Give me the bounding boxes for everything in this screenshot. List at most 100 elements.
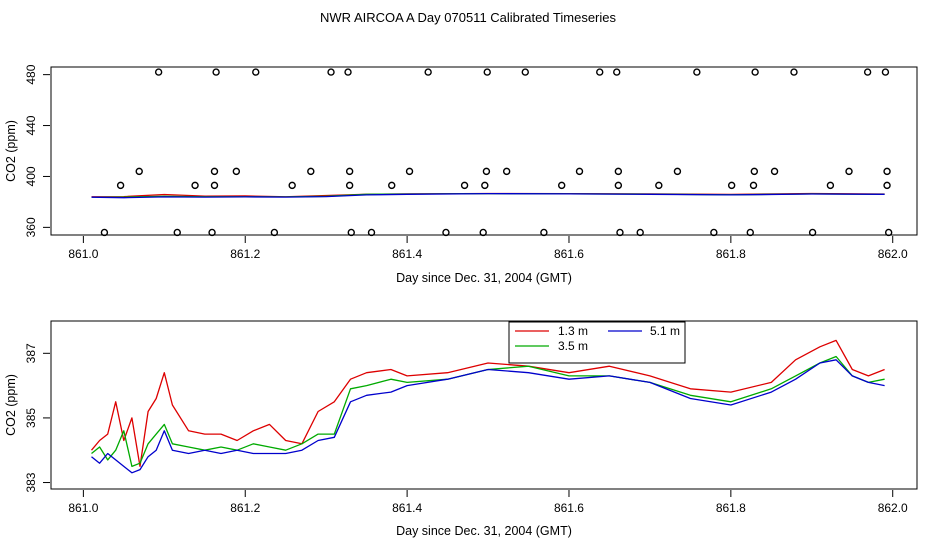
bottom-x-tick-label: 861.2	[230, 501, 260, 515]
flag-point	[345, 167, 354, 176]
flag-point	[881, 68, 890, 76]
flag-point	[481, 181, 489, 190]
flag-point	[557, 181, 566, 190]
top-x-tick-label: 862.0	[878, 247, 908, 261]
flag-point	[613, 68, 621, 76]
flag-point	[307, 167, 315, 176]
top-panel: 861.0 861.2 861.4 861.6 861.8 862.0 360 400 440…	[4, 64, 918, 285]
flag-point	[521, 68, 529, 76]
bottom-series-line-3-5-m	[91, 355, 885, 468]
bottom-y-tick-label: 387	[24, 343, 38, 363]
bottom-y-tick-label: 383	[24, 472, 38, 492]
top-x-tick-label: 861.2	[230, 247, 260, 261]
flag-point	[191, 181, 199, 190]
flag-point	[327, 68, 335, 76]
flag-point	[845, 167, 853, 176]
flag-point	[388, 181, 396, 190]
bottom-x-tick-label: 861.4	[392, 501, 422, 515]
flag-point	[424, 68, 432, 76]
legend-box	[508, 321, 686, 364]
flag-point	[288, 181, 296, 190]
flag-point	[770, 167, 779, 176]
top-plot-frame	[50, 66, 918, 236]
flag-point	[482, 167, 491, 176]
flag-point	[883, 181, 891, 190]
flag-point	[826, 181, 835, 190]
flag-point	[270, 228, 279, 237]
legend-label-5-1m: 5.1 m	[650, 324, 680, 338]
legend: 1.3 m 5.1 m 3.5 m	[508, 321, 686, 364]
flag-point	[405, 167, 414, 176]
bottom-x-tick-label: 861.8	[716, 501, 746, 515]
flag-point	[347, 228, 355, 237]
figure-title: NWR AIRCOA A Day 070511 Calibrated Times…	[320, 10, 616, 25]
flag-point	[636, 228, 644, 237]
flag-point	[727, 181, 736, 190]
top-x-axis: 861.0 861.2 861.4 861.6 861.8 862.0	[68, 236, 908, 261]
top-y-axis-label: CO2 (ppm)	[4, 120, 18, 182]
bottom-x-tick-label: 861.0	[68, 501, 98, 515]
flag-point	[575, 167, 584, 176]
flag-point	[502, 167, 511, 176]
flag-point	[442, 228, 450, 237]
flag-point	[596, 68, 604, 76]
top-x-tick-label: 861.6	[554, 247, 584, 261]
top-y-tick-label: 360	[24, 217, 38, 237]
flag-point	[616, 228, 624, 237]
bottom-series	[91, 339, 885, 474]
flag-point	[863, 68, 872, 76]
top-y-tick-label: 400	[24, 166, 38, 186]
bottom-x-tick-label: 862.0	[878, 501, 908, 515]
flag-point	[208, 228, 216, 237]
top-x-tick-label: 861.4	[392, 247, 422, 261]
top-x-tick-label: 861.8	[716, 247, 746, 261]
flag-point	[655, 181, 663, 190]
flag-point	[100, 228, 109, 237]
flag-point	[746, 228, 754, 237]
flag-point	[673, 167, 682, 176]
flag-point	[483, 68, 491, 76]
flag-point	[710, 228, 718, 237]
legend-label-1-3m: 1.3 m	[558, 324, 588, 338]
flag-point	[883, 167, 891, 176]
flag-point	[210, 181, 219, 190]
bottom-series-line-5-1-m	[91, 359, 885, 474]
bottom-plot-frame	[50, 320, 918, 490]
flag-point	[540, 228, 548, 237]
bottom-y-axis-label: CO2 (ppm)	[4, 374, 18, 436]
bottom-panel: 861.0 861.2 861.4 861.6 861.8 862.0 383 385 387…	[4, 320, 918, 538]
top-y-tick-label: 440	[24, 115, 38, 135]
flag-point	[116, 181, 125, 190]
flag-point	[212, 68, 220, 76]
top-x-axis-label: Day since Dec. 31, 2004 (GMT)	[396, 271, 572, 285]
top-y-tick-label: 480	[24, 64, 38, 84]
bottom-x-tick-label: 861.6	[554, 501, 584, 515]
bottom-x-axis-label: Day since Dec. 31, 2004 (GMT)	[396, 524, 572, 538]
legend-label-3-5m: 3.5 m	[558, 339, 588, 353]
top-flag-points	[100, 68, 893, 237]
flag-point	[154, 68, 163, 76]
flag-point	[173, 228, 181, 237]
flag-point	[210, 167, 219, 176]
flag-point	[884, 228, 893, 237]
flag-point	[367, 228, 376, 237]
bottom-y-tick-label: 385	[24, 408, 38, 428]
flag-point	[749, 181, 758, 190]
flag-point	[614, 181, 623, 190]
flag-point	[344, 68, 352, 76]
flag-point	[252, 68, 260, 76]
flag-point	[614, 167, 623, 176]
bottom-y-axis: 383 385 387	[24, 343, 50, 493]
top-series	[91, 192, 885, 199]
flag-point	[135, 167, 143, 176]
bottom-series-line-1-3-m	[91, 339, 885, 468]
flag-point	[232, 167, 241, 176]
flag-point	[693, 68, 701, 76]
flag-point	[750, 167, 759, 176]
top-series-line-5-1-m	[91, 192, 885, 199]
flag-point	[479, 228, 487, 237]
flag-point	[808, 228, 817, 237]
flag-point	[790, 68, 798, 76]
flag-point	[460, 181, 469, 190]
flag-point	[751, 68, 759, 76]
